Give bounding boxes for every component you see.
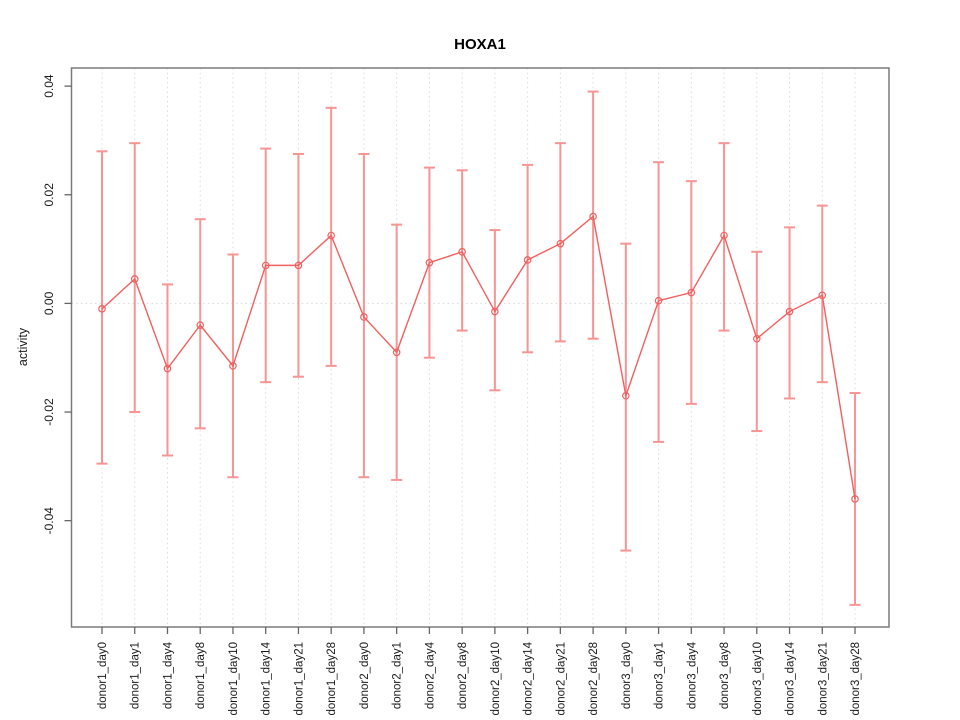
data-point <box>491 307 499 316</box>
axes: 0.04 0.02 0.00 -0.02 -0.04 donor1_day0 donor1_… <box>42 74 862 715</box>
data-point <box>622 391 630 400</box>
x-tick-label: donor2_day0 <box>359 642 371 709</box>
x-tick-label: donor2_day4 <box>424 641 436 709</box>
data-point <box>556 239 565 248</box>
data-point <box>261 261 270 270</box>
x-tick-label: donor3_day14 <box>785 641 797 715</box>
data-point <box>163 364 172 373</box>
x-tick-label: donor2_day1 <box>392 642 404 709</box>
data-point <box>523 256 532 264</box>
series-line <box>101 215 856 500</box>
error-bar <box>587 90 599 340</box>
x-tick-label: donor3_day8 <box>719 642 731 709</box>
data-point <box>196 321 205 329</box>
error-bar <box>456 169 468 332</box>
data-point <box>458 247 466 256</box>
error-bar <box>161 283 173 457</box>
data-point <box>720 231 728 240</box>
x-tick-label: donor3_day1 <box>654 642 666 709</box>
y-axis-label: activity <box>16 327 30 366</box>
x-tick-label: donor1_day8 <box>195 642 207 709</box>
x-tick-label: donor1_day1 <box>130 642 142 709</box>
x-tick-label: donor1_day14 <box>261 641 273 715</box>
y-tick-label: -0.04 <box>42 507 56 535</box>
error-bar <box>194 218 206 430</box>
error-bar <box>554 142 566 343</box>
x-tick-label: donor2_day28 <box>588 642 600 716</box>
data-point <box>425 258 434 267</box>
x-tick-label: donor3_day4 <box>686 641 698 709</box>
x-tick-label: donor1_day0 <box>97 642 109 709</box>
x-tick-label: donor2_day21 <box>555 642 567 716</box>
error-bar <box>816 204 828 384</box>
y-tick-label: 0.02 <box>42 183 56 207</box>
x-tick-label: donor3_day0 <box>621 642 633 709</box>
data-point <box>229 362 237 370</box>
data-point <box>851 495 859 503</box>
data-point <box>687 288 696 297</box>
gridlines <box>71 68 889 627</box>
x-tick-label: donor3_day28 <box>850 642 862 716</box>
data-point <box>654 296 663 305</box>
plot-frame <box>70 67 890 628</box>
data-point <box>785 307 794 316</box>
series-polyline <box>101 215 856 500</box>
x-tick-label: donor3_day21 <box>817 642 829 716</box>
x-tick-label: donor1_day21 <box>293 642 305 716</box>
x-tick-label: donor2_day10 <box>490 642 502 716</box>
x-tick-label: donor1_day10 <box>228 642 240 716</box>
x-tick-label: donor3_day10 <box>752 642 764 716</box>
error-bars <box>96 90 861 606</box>
x-tick-label: donor2_day14 <box>523 641 535 715</box>
x-tick-label: donor2_day8 <box>457 642 469 709</box>
data-point <box>752 334 761 343</box>
error-bar <box>96 150 108 465</box>
x-tick-label: donor1_day28 <box>326 642 338 716</box>
data-points <box>98 212 859 503</box>
y-tick-label: -0.02 <box>42 398 56 426</box>
chart-title: HOXA1 <box>454 36 506 53</box>
y-tick-label: 0.04 <box>42 74 56 98</box>
data-point <box>360 313 368 321</box>
error-bar <box>784 226 796 400</box>
plot-border <box>70 67 890 628</box>
data-point <box>818 291 827 300</box>
data-point <box>392 348 401 357</box>
x-tick-label: donor1_day4 <box>162 641 174 709</box>
data-point <box>98 305 106 313</box>
y-tick-label: 0.00 <box>42 291 56 315</box>
error-bar <box>522 163 534 354</box>
data-point <box>130 275 139 283</box>
error-bar <box>129 142 141 414</box>
data-point <box>327 231 335 240</box>
data-point <box>294 261 303 270</box>
data-point <box>589 212 597 221</box>
